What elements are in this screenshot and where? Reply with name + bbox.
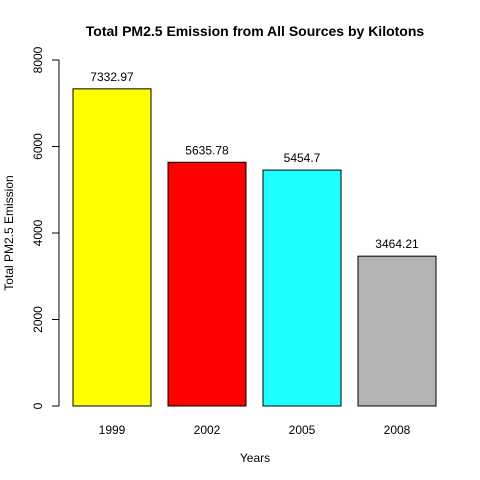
bar-1999: [72, 88, 152, 407]
x-axis-label: Years: [240, 451, 270, 465]
bar-value-label: 3464.21: [375, 237, 419, 251]
x-category-label: 2005: [289, 423, 316, 437]
y-tick-label: 6000: [31, 133, 45, 160]
x-category-label: 2008: [384, 423, 411, 437]
bar-value-label: 5635.78: [185, 143, 229, 157]
x-category-label: 2002: [194, 423, 221, 437]
bar-2005: [262, 169, 342, 407]
bar-2002: [167, 161, 247, 407]
y-tick-label: 0: [31, 402, 45, 409]
bar-2008: [357, 255, 437, 407]
y-axis-ticks: 0 2000 4000 6000 8000: [31, 46, 59, 409]
chart-title: Total PM2.5 Emission from All Sources by…: [86, 23, 425, 39]
x-category-label: 1999: [99, 423, 126, 437]
y-tick-label: 8000: [31, 46, 45, 73]
y-tick-label: 4000: [31, 219, 45, 246]
y-tick-label: 2000: [31, 306, 45, 333]
y-axis-label: Total PM2.5 Emission: [2, 175, 16, 290]
bars-group: 7332.97 1999 5635.78 2002 5454.7 2005 3464.21 2…: [72, 70, 437, 437]
bar-value-label: 7332.97: [90, 70, 134, 84]
bar-value-label: 5454.7: [284, 151, 321, 165]
